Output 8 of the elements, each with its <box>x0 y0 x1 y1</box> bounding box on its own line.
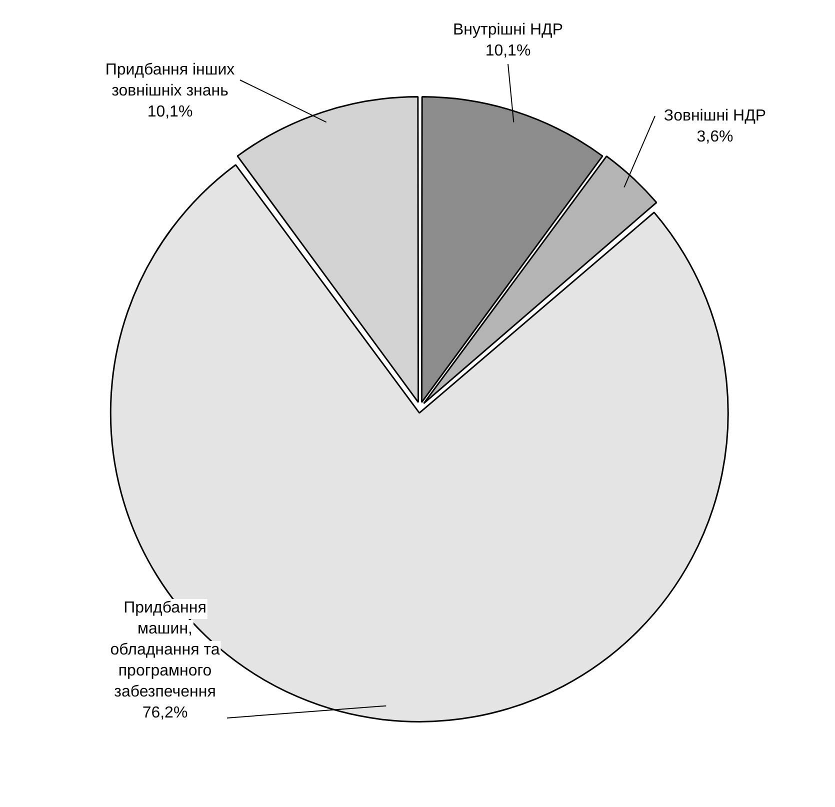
data-label: 10,1% <box>485 42 531 60</box>
slice-label: Придбання машин, обладнання та програмного забезпечення <box>110 599 220 700</box>
slice-label: Зовнішні НДР <box>664 107 766 124</box>
data-label: 10,1% <box>147 103 193 120</box>
slice-label: Придбання інших зовнішніх знань <box>105 61 235 100</box>
data-label: 76,2% <box>142 704 188 722</box>
slice-label: Внутрішні НДР <box>452 21 564 38</box>
data-label: 3,6% <box>696 128 734 146</box>
